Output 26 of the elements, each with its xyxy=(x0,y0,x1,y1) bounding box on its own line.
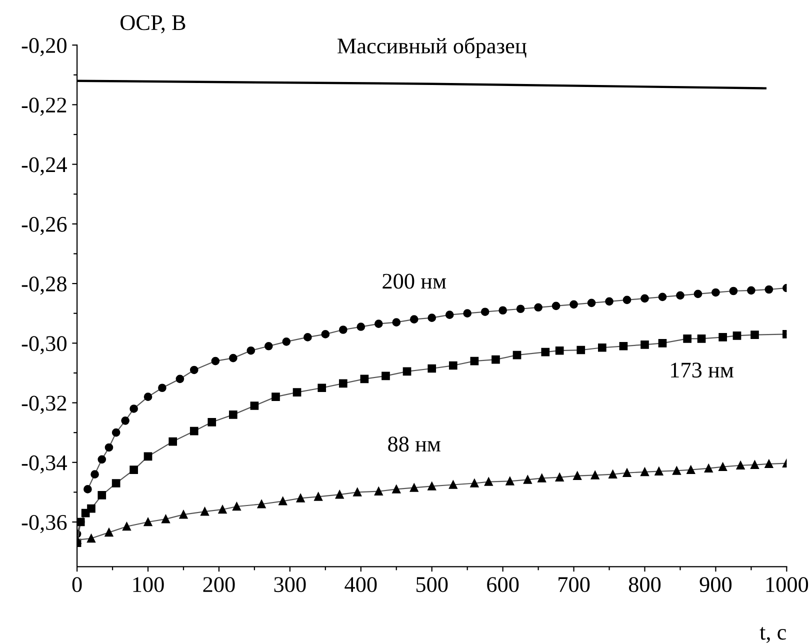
y-tick-label: -0,36 xyxy=(22,514,67,534)
x-tick-label: 0 xyxy=(72,577,82,592)
x-tick-label: 800 xyxy=(628,577,661,592)
y-tick-label: -0,22 xyxy=(22,98,66,116)
y-tick-label: -0,24 xyxy=(22,157,67,176)
x-tick-label: 600 xyxy=(487,577,519,592)
x-tick-label: 700 xyxy=(558,577,590,592)
x-tick-label: 400 xyxy=(344,577,377,592)
y-tick-label: -0,26 xyxy=(22,216,67,236)
y-tick-label: -0,30 xyxy=(22,336,66,354)
x-tick-label: 500 xyxy=(416,577,448,592)
y-tick-label: -0,32 xyxy=(22,396,66,414)
x-tick-label: 1000 xyxy=(766,577,808,592)
y-tick-label: -0,34 xyxy=(22,455,67,474)
series-label: 88 нм xyxy=(388,436,440,452)
y-axis-title: OCP, В xyxy=(120,15,186,34)
x-axis-title: t, с xyxy=(760,627,786,643)
x-tick-label: 200 xyxy=(203,577,235,592)
series-label: Массивный образец xyxy=(338,37,526,58)
y-tick-label: -0,20 xyxy=(22,38,66,56)
x-tick-label: 900 xyxy=(700,577,732,592)
y-tick-label: -0,28 xyxy=(22,276,66,295)
series-label: 200 нм xyxy=(382,274,446,289)
x-tick-label: 100 xyxy=(133,577,164,592)
x-tick-label: 300 xyxy=(274,577,306,592)
series-label: 173 нм xyxy=(671,362,734,378)
